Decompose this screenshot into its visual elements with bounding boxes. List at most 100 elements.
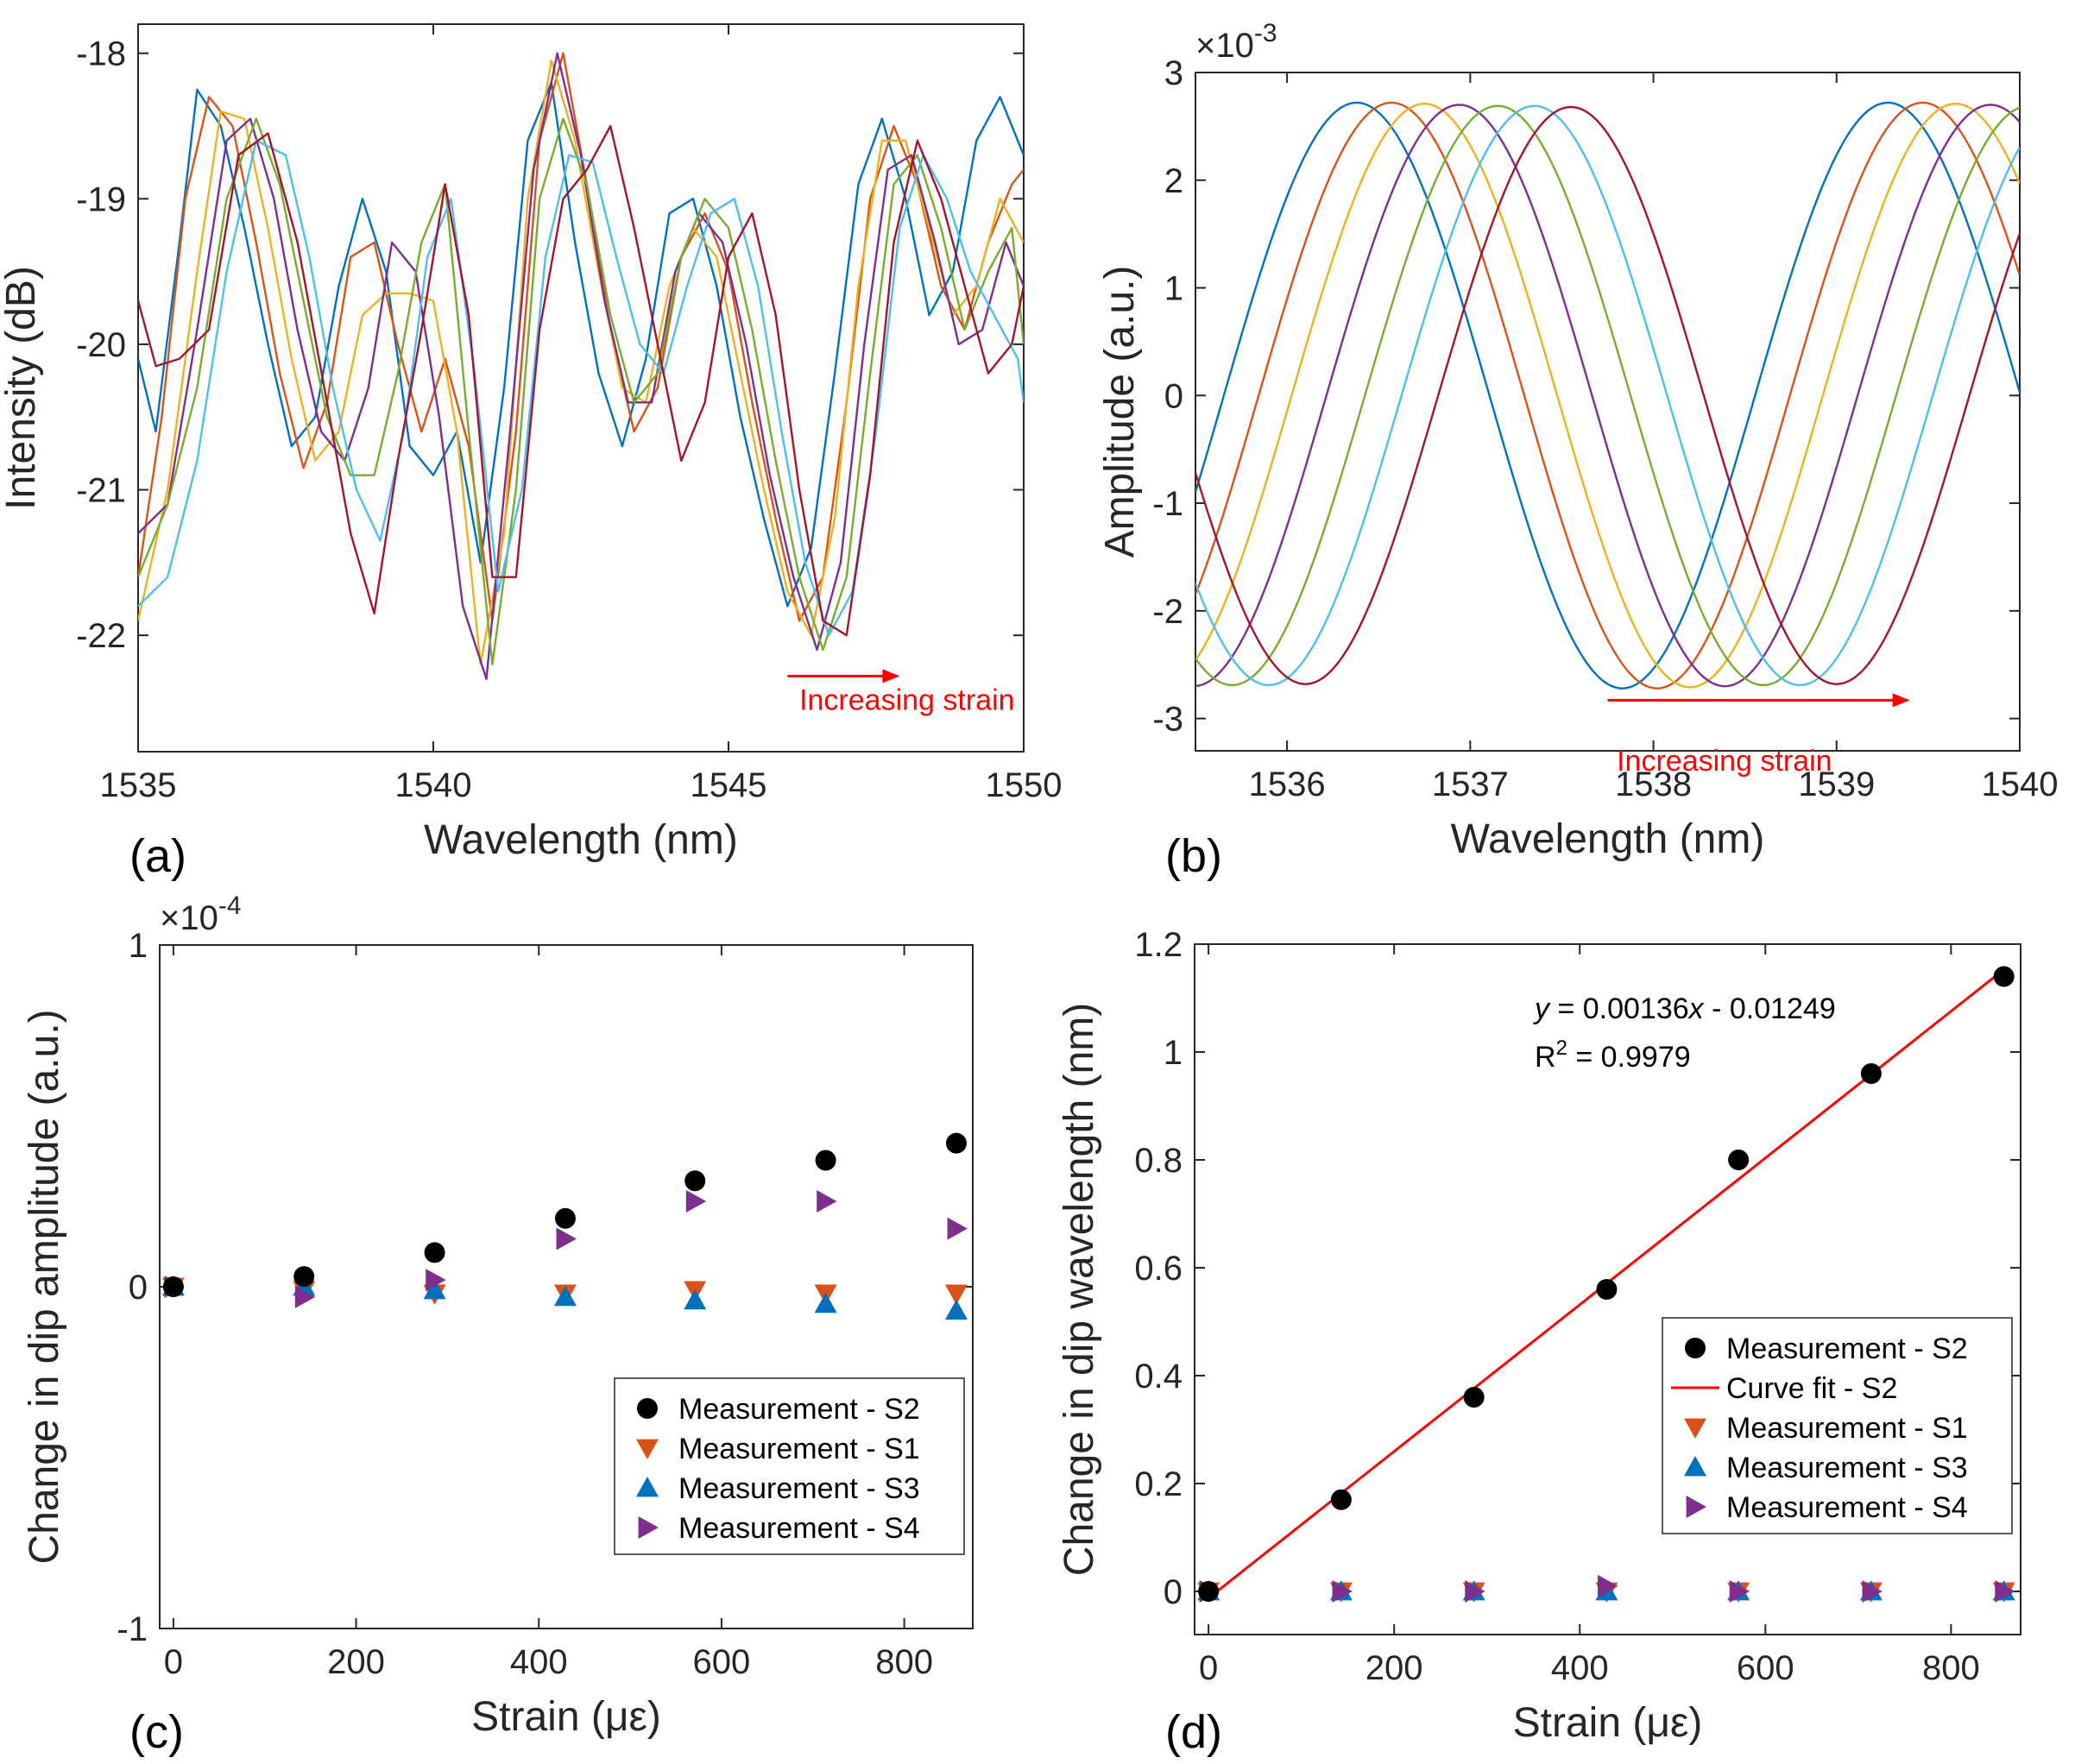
panel-label: (b) — [1165, 830, 1222, 882]
x-tick-label: 400 — [1551, 1649, 1609, 1687]
series-line-7 — [1195, 105, 2020, 685]
series-line-7 — [138, 124, 1024, 637]
panel-label: (a) — [129, 830, 186, 882]
legend: Measurement - S2 Measurement - S1 Measurem… — [614, 1377, 965, 1555]
legend-item: Measurement - S3 — [636, 1472, 920, 1505]
y-axis-label: Change in dip wavelength (nm) — [1056, 1003, 1102, 1576]
x-tick-label: 600 — [1737, 1649, 1794, 1687]
marker-circle — [1860, 1063, 1882, 1084]
marker-circle — [1198, 1581, 1220, 1602]
y-exponent-label: ×10-4 — [160, 891, 242, 937]
x-tick-label: 800 — [1922, 1649, 1980, 1687]
marker-triangle-down — [636, 1439, 659, 1459]
marker-circle — [554, 1207, 576, 1229]
legend-item: Measurement - S2 — [1685, 1332, 1968, 1365]
fit-eq-rest: - 0.01249 — [1704, 992, 1836, 1025]
marker-triangle-right — [1465, 1580, 1485, 1603]
y-tick-label: -18 — [76, 35, 126, 73]
r2-base: R — [1535, 1041, 1556, 1074]
series-line-2 — [1195, 101, 2020, 690]
y-tick-label: 0 — [129, 1269, 148, 1307]
marker-circle — [293, 1266, 315, 1288]
y-tick-label: 1 — [1164, 270, 1183, 308]
plot-area — [1197, 966, 2015, 1603]
y-axis-label: Change in dip amplitude (a.u.) — [22, 1009, 67, 1564]
y-tick-label: 3 — [1164, 54, 1183, 92]
legend-item: Measurement - S4 — [1686, 1491, 1968, 1524]
marker-triangle-right — [947, 1217, 968, 1240]
x-tick-label: 1540 — [1982, 765, 2059, 803]
x-axis-label: Strain (με) — [1513, 1700, 1703, 1746]
marker-triangle-right — [1995, 1580, 2015, 1603]
x-tick-label: 800 — [875, 1643, 933, 1681]
marker-circle — [1685, 1338, 1706, 1358]
y-tick-label: 1 — [1164, 1034, 1183, 1072]
axes-box — [1194, 943, 2021, 1635]
marker-triangle-right — [638, 1516, 659, 1539]
x-tick-label: 1536 — [1249, 765, 1326, 803]
legend-label: Measurement - S3 — [678, 1472, 920, 1505]
strain-arrow-head — [1892, 693, 1910, 708]
r2-sup: 2 — [1556, 1036, 1567, 1060]
strain-annotation: Increasing strain — [799, 684, 1014, 716]
fit-eq-mid: = 0.00136 — [1549, 992, 1689, 1025]
x-tick-label: 600 — [693, 1643, 751, 1681]
panel-label: (c) — [129, 1706, 184, 1758]
legend-item: Measurement - S2 — [637, 1393, 920, 1426]
series-line-5 — [138, 117, 1024, 666]
x-axis-label: Wavelength (nm) — [1451, 816, 1765, 862]
panel-c: 0 200 400 600 800 -1 0 1 Strain (με) Change in di… — [22, 891, 974, 1758]
legend-item: Measurement - S1 — [1684, 1412, 1968, 1445]
y-tick-label: -21 — [76, 472, 126, 510]
series-line-6 — [1195, 104, 2020, 687]
marker-triangle-right — [1862, 1580, 1883, 1603]
marker-triangle-right — [1598, 1574, 1618, 1597]
y-exponent-power: -4 — [218, 891, 242, 920]
y-tick-label: -1 — [1152, 485, 1183, 523]
marker-circle — [1596, 1279, 1618, 1300]
legend-label: Curve fit - S2 — [1726, 1372, 1897, 1405]
series-line-5 — [1195, 104, 2020, 687]
x-tick-label: 1545 — [691, 766, 767, 804]
y-axis-label: Intensity (dB) — [0, 266, 44, 510]
marker-triangle-right — [294, 1285, 316, 1308]
y-tick-label: -22 — [76, 617, 126, 655]
legend-item: Measurement - S1 — [636, 1433, 920, 1465]
panel-label: (d) — [1165, 1706, 1222, 1758]
marker-circle — [1993, 966, 2015, 987]
series-line-3 — [1195, 103, 2020, 689]
marker-circle — [1330, 1489, 1352, 1510]
strain-arrow-head — [882, 669, 900, 684]
fit-eq-yvar: y — [1533, 992, 1551, 1025]
axes-box — [137, 23, 1025, 753]
legend-label: Measurement - S4 — [678, 1512, 920, 1545]
marker-triangle-down — [944, 1284, 968, 1305]
series-line-4 — [138, 52, 1024, 680]
fit-equation: y = 0.00136x - 0.01249 — [1533, 992, 1836, 1025]
axes-box — [1195, 72, 2021, 752]
panel-a: 1535 1540 1545 1550 -22 -21 -20 -19 -18 Wavelengt… — [0, 23, 1062, 882]
plot-area — [161, 1132, 968, 1320]
plot-area — [1195, 101, 2020, 690]
y-tick-label: 1.2 — [1134, 926, 1183, 964]
y-tick-label: 2 — [1164, 162, 1183, 200]
series-line-1 — [1195, 101, 2020, 690]
marker-triangle-down — [1684, 1418, 1706, 1439]
legend-label: Measurement - S2 — [678, 1393, 920, 1426]
strain-annotation: Increasing strain — [1617, 745, 1832, 778]
legend-label: Measurement - S1 — [1726, 1412, 1968, 1445]
plot-area — [138, 52, 1024, 680]
marker-triangle-right — [1686, 1496, 1706, 1518]
x-tick-label: 200 — [327, 1643, 385, 1681]
marker-triangle-up — [553, 1285, 577, 1307]
series-line-3 — [138, 59, 1024, 666]
y-tick-label: -20 — [76, 326, 126, 364]
y-tick-label: 0 — [1164, 1573, 1183, 1611]
marker-triangle-right — [685, 1190, 707, 1213]
r-squared: R2 = 0.9979 — [1535, 1036, 1691, 1074]
y-tick-label: -2 — [1152, 593, 1183, 631]
y-tick-label: 1 — [129, 927, 148, 965]
series-line-1 — [138, 81, 1024, 608]
legend-label: Measurement - S1 — [678, 1433, 920, 1465]
